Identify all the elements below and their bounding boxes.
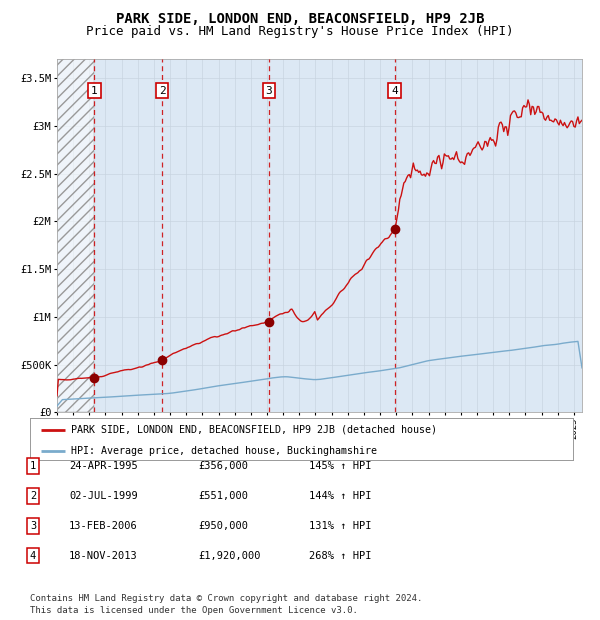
Text: £1,920,000: £1,920,000 xyxy=(198,551,260,560)
Text: 02-JUL-1999: 02-JUL-1999 xyxy=(69,491,138,501)
Text: £950,000: £950,000 xyxy=(198,521,248,531)
Text: 4: 4 xyxy=(30,551,36,560)
Text: 144% ↑ HPI: 144% ↑ HPI xyxy=(309,491,371,501)
Text: Price paid vs. HM Land Registry's House Price Index (HPI): Price paid vs. HM Land Registry's House … xyxy=(86,25,514,38)
Text: 24-APR-1995: 24-APR-1995 xyxy=(69,461,138,471)
Text: 2: 2 xyxy=(159,86,166,95)
Text: 145% ↑ HPI: 145% ↑ HPI xyxy=(309,461,371,471)
Bar xyxy=(57,59,94,412)
Text: 3: 3 xyxy=(30,521,36,531)
Bar xyxy=(57,59,94,412)
Text: Contains HM Land Registry data © Crown copyright and database right 2024.
This d: Contains HM Land Registry data © Crown c… xyxy=(30,594,422,615)
Text: PARK SIDE, LONDON END, BEACONSFIELD, HP9 2JB (detached house): PARK SIDE, LONDON END, BEACONSFIELD, HP9… xyxy=(71,425,437,435)
Text: £356,000: £356,000 xyxy=(198,461,248,471)
Text: PARK SIDE, LONDON END, BEACONSFIELD, HP9 2JB: PARK SIDE, LONDON END, BEACONSFIELD, HP9… xyxy=(116,12,484,27)
Text: £551,000: £551,000 xyxy=(198,491,248,501)
Text: 18-NOV-2013: 18-NOV-2013 xyxy=(69,551,138,560)
Text: 268% ↑ HPI: 268% ↑ HPI xyxy=(309,551,371,560)
Text: 3: 3 xyxy=(266,86,272,95)
Text: HPI: Average price, detached house, Buckinghamshire: HPI: Average price, detached house, Buck… xyxy=(71,446,377,456)
Text: 1: 1 xyxy=(30,461,36,471)
Text: 1: 1 xyxy=(91,86,98,95)
Text: 4: 4 xyxy=(391,86,398,95)
Text: 2: 2 xyxy=(30,491,36,501)
Text: 13-FEB-2006: 13-FEB-2006 xyxy=(69,521,138,531)
Text: 131% ↑ HPI: 131% ↑ HPI xyxy=(309,521,371,531)
